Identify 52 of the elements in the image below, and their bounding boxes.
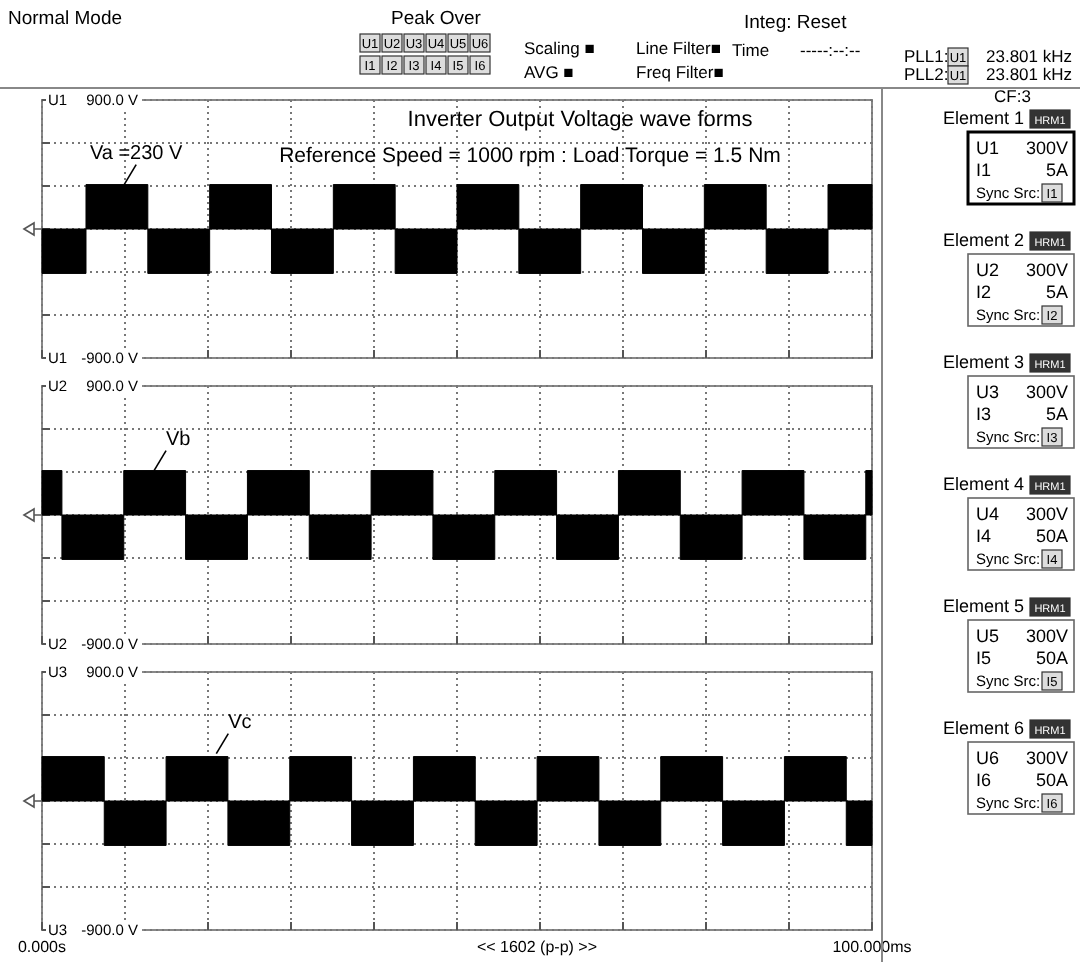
annotation: Va =230 V	[89, 142, 184, 165]
text: Integ: Reset	[744, 12, 848, 34]
text: 5A	[1045, 160, 1068, 180]
text: 23.801 kHz	[986, 64, 1072, 84]
text: U5	[976, 626, 1000, 646]
text: 5A	[1045, 404, 1068, 424]
text: CF:3	[994, 86, 1032, 106]
chart-title: Inverter Output Voltage wave forms	[407, 108, 754, 132]
text: PLL2:	[904, 64, 949, 84]
x-tick-label: 100.000ms	[832, 938, 912, 956]
text: I6	[976, 770, 992, 790]
text: U1	[976, 138, 1000, 158]
text: Reference Speed = 1000 rpm : Load Torque = 1.5 Nm	[279, 144, 782, 168]
x-axis-title: << 1602 (p-p) >>	[476, 938, 598, 956]
annotation: Vb	[166, 428, 192, 451]
text: U6	[976, 748, 1000, 768]
text: Element 5	[942, 596, 1024, 616]
text: Freq Filter■	[636, 62, 724, 82]
text: Scaling ■	[524, 38, 595, 58]
text: Element 1	[942, 108, 1024, 128]
text: Element 3	[942, 352, 1024, 372]
text: I1	[976, 160, 992, 180]
text: I3	[976, 404, 992, 424]
text: I4	[976, 526, 992, 546]
text: 300V	[1025, 260, 1068, 280]
text: AVG ■	[524, 62, 574, 82]
text: U3	[976, 382, 1000, 402]
text: 5A	[1045, 282, 1068, 302]
text: I2	[976, 282, 992, 302]
text: -----:--:--	[800, 40, 861, 60]
text: Normal Mode	[8, 8, 123, 30]
text: Line Filter■	[636, 38, 721, 58]
text: I5	[976, 648, 992, 668]
text: U2	[976, 260, 1000, 280]
text: Peak Over	[391, 8, 481, 30]
text: 300V	[1025, 748, 1068, 768]
text: Element 4	[942, 474, 1024, 494]
text: 50A	[1035, 648, 1068, 668]
text: 300V	[1025, 504, 1068, 524]
text: 50A	[1035, 770, 1068, 790]
text: U4	[976, 504, 1000, 524]
text: Element 6	[942, 718, 1024, 738]
text: 300V	[1025, 138, 1068, 158]
text: PLL1:	[904, 46, 949, 66]
x-tick-label: 0.000s	[17, 938, 67, 956]
text: 300V	[1025, 382, 1068, 402]
annotation: Vc	[228, 711, 252, 734]
text: 50A	[1035, 526, 1068, 546]
text: Time	[732, 40, 770, 60]
text: 300V	[1025, 626, 1068, 646]
text: 23.801 kHz	[986, 46, 1072, 66]
text: Element 2	[942, 230, 1024, 250]
